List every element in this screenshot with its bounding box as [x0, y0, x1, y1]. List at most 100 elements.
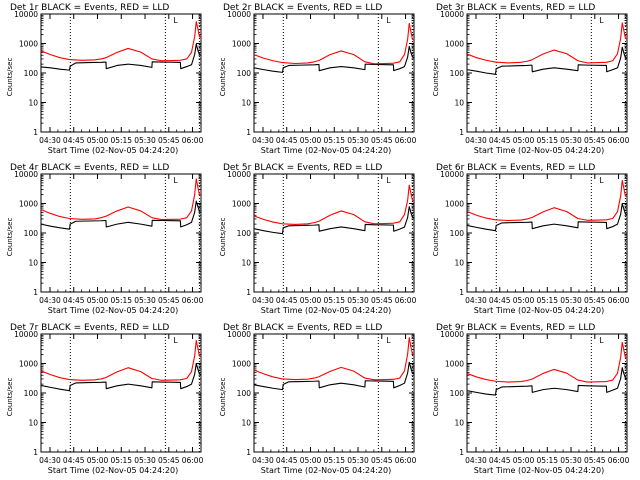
series-line-events — [466, 46, 628, 75]
chart-title: Det 9r BLACK = Events, RED = LLD — [436, 323, 595, 333]
y-tick-label: 1 — [459, 288, 464, 297]
chart-title: Det 8r BLACK = Events, RED = LLD — [223, 323, 382, 333]
y-tick-label: 10000 — [14, 170, 38, 179]
series-line-lld — [253, 22, 415, 65]
x-tick-label: 05:45 — [371, 136, 393, 145]
x-tick-label: 05:45 — [371, 296, 393, 305]
chart-title: Det 4r BLACK = Events, RED = LLD — [10, 163, 169, 173]
series-line-events — [40, 362, 202, 392]
chart-panel-2: Det 2r BLACK = Events, RED = LLD 1 10 100 10… — [219, 3, 417, 155]
x-tick-label: 04:45 — [63, 456, 85, 465]
x-tick-label: 04:45 — [63, 136, 85, 145]
chart-title: Det 6r BLACK = Events, RED = LLD — [436, 163, 595, 173]
chart-panel-8: Det 8r BLACK = Events, RED = LLD 1 10 100 10… — [219, 323, 417, 475]
x-tick-label: 05:45 — [158, 296, 180, 305]
x-tick-label: 05:30 — [347, 456, 369, 465]
y-tick-label: 1 — [246, 128, 251, 137]
x-tick-label: 05:00 — [513, 296, 535, 305]
y-tick-label: 10 — [241, 259, 251, 268]
x-tick-label: 06:00 — [608, 296, 630, 305]
y-axis-label: Counts/sec — [432, 378, 440, 417]
x-tick-label: 04:30 — [465, 136, 487, 145]
y-tick-label: 100 — [24, 69, 39, 78]
y-tick-label: 10 — [241, 99, 251, 108]
x-tick-label: 05:15 — [323, 136, 345, 145]
y-axis-label: Counts/sec — [219, 58, 227, 97]
x-tick-label: 04:30 — [465, 296, 487, 305]
x-tick-label: 04:45 — [489, 296, 511, 305]
x-axis-label: Start Time (02-Nov-05 04:24:20) — [474, 306, 604, 315]
y-axis-label: Counts/sec — [6, 58, 14, 97]
x-tick-label: 05:45 — [584, 136, 606, 145]
chart-panel-4: Det 4r BLACK = Events, RED = LLD 1 10 100 10… — [6, 163, 204, 315]
x-tick-label: 05:30 — [347, 136, 369, 145]
x-tick-label: 05:45 — [584, 296, 606, 305]
plot-frame — [40, 333, 202, 453]
x-tick-label: 04:30 — [39, 136, 61, 145]
chart-panel-9: Det 9r BLACK = Events, RED = LLD 1 10 100 10… — [432, 323, 630, 475]
x-axis-label: Start Time (02-Nov-05 04:24:20) — [48, 306, 178, 315]
series-line-events — [466, 367, 628, 396]
series-line-events — [253, 206, 415, 235]
y-tick-label: 10 — [28, 259, 38, 268]
y-tick-label: 1000 — [445, 200, 464, 209]
plot-frame — [466, 173, 628, 293]
plot-frame — [466, 333, 628, 453]
series-line-lld — [253, 184, 415, 225]
y-tick-label: 100 — [450, 69, 465, 78]
x-axis-label: Start Time (02-Nov-05 04:24:20) — [261, 146, 391, 155]
plot-frame — [40, 13, 202, 133]
series-line-lld — [40, 178, 202, 221]
y-tick-label: 1000 — [19, 40, 38, 49]
x-tick-label: 05:30 — [560, 456, 582, 465]
y-tick-label: 10 — [454, 259, 464, 268]
chart-title: Det 3r BLACK = Events, RED = LLD — [436, 3, 595, 13]
x-tick-label: 04:30 — [465, 456, 487, 465]
y-axis-label: Counts/sec — [6, 218, 14, 257]
y-tick-label: 1 — [246, 448, 251, 457]
chart-title: Det 1r BLACK = Events, RED = LLD — [10, 3, 169, 13]
series-line-lld — [466, 341, 628, 383]
y-tick-label: 100 — [24, 389, 39, 398]
chart-title: Det 5r BLACK = Events, RED = LLD — [223, 163, 382, 173]
y-tick-label: 10 — [454, 419, 464, 428]
x-tick-label: 05:00 — [300, 296, 322, 305]
y-tick-label: 1 — [33, 128, 38, 137]
x-tick-label: 05:30 — [347, 296, 369, 305]
y-tick-label: 10 — [28, 419, 38, 428]
x-axis-label: Start Time (02-Nov-05 04:24:20) — [261, 306, 391, 315]
x-tick-label: 05:45 — [371, 456, 393, 465]
x-tick-label: 04:30 — [39, 456, 61, 465]
chart-panel-1: Det 1r BLACK = Events, RED = LLD 1 10 100 10… — [6, 3, 204, 155]
time-marker-label: L — [386, 336, 391, 345]
x-tick-label: 05:15 — [536, 296, 558, 305]
y-tick-label: 1000 — [445, 40, 464, 49]
x-tick-label: 04:45 — [63, 296, 85, 305]
x-tick-label: 04:45 — [489, 136, 511, 145]
x-tick-label: 05:00 — [87, 136, 109, 145]
x-tick-label: 04:30 — [39, 296, 61, 305]
x-tick-label: 06:00 — [395, 136, 417, 145]
y-tick-label: 1000 — [232, 200, 251, 209]
y-tick-label: 10000 — [227, 10, 251, 19]
x-axis-label: Start Time (02-Nov-05 04:24:20) — [48, 466, 178, 475]
y-tick-label: 1 — [33, 288, 38, 297]
x-tick-label: 06:00 — [608, 136, 630, 145]
y-tick-label: 10000 — [227, 170, 251, 179]
x-tick-label: 05:15 — [323, 456, 345, 465]
plot-frame — [253, 333, 415, 453]
x-tick-label: 04:45 — [276, 136, 298, 145]
plot-frame — [466, 13, 628, 133]
time-marker-label: L — [386, 176, 391, 185]
y-tick-label: 10 — [454, 99, 464, 108]
x-tick-label: 05:00 — [513, 136, 535, 145]
series-line-events — [253, 45, 415, 73]
x-axis-label: Start Time (02-Nov-05 04:24:20) — [474, 466, 604, 475]
y-axis-label: Counts/sec — [6, 378, 14, 417]
x-tick-label: 05:30 — [560, 136, 582, 145]
x-tick-label: 05:30 — [560, 296, 582, 305]
x-tick-label: 05:15 — [323, 296, 345, 305]
y-tick-label: 10000 — [440, 10, 464, 19]
series-line-lld — [40, 339, 202, 381]
